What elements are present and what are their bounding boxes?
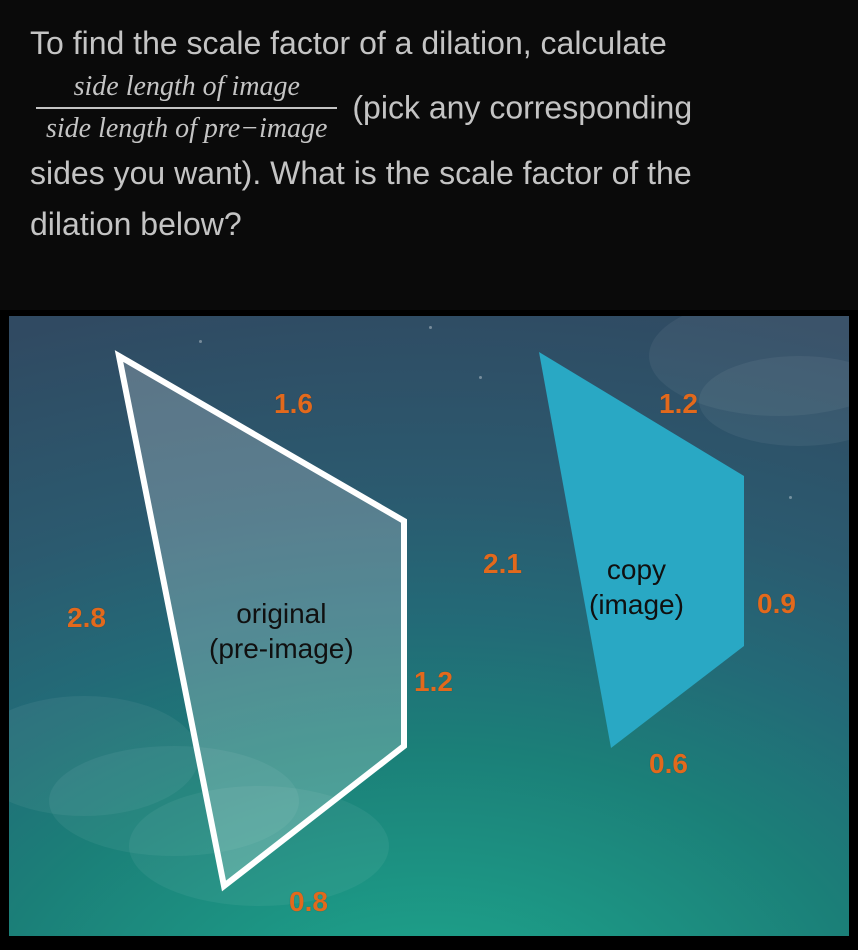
pre-side-right: 1.2: [414, 666, 453, 698]
question-part4: dilation below?: [30, 199, 828, 250]
img-side-right: 0.9: [757, 588, 796, 620]
pre-side-left: 2.8: [67, 602, 106, 634]
pre-side-top: 1.6: [274, 388, 313, 420]
img-side-bottom: 0.6: [649, 748, 688, 780]
fraction-numerator: side length of image: [36, 69, 337, 109]
question-part3: sides you want). What is the scale facto…: [30, 148, 828, 199]
img-side-left: 2.1: [483, 548, 522, 580]
scale-factor-fraction: side length of image side length of pre−…: [30, 69, 343, 147]
question-part1: To find the scale factor of a dilation, …: [30, 18, 828, 69]
image-polygon: [539, 352, 744, 748]
question-part2: (pick any corresponding: [352, 90, 692, 126]
pre-image-label: original (pre-image): [209, 596, 354, 666]
figure-container: 1.6 1.2 0.8 2.8 1.2 0.9 0.6 2.1 original…: [0, 310, 858, 950]
fraction-denominator: side length of pre−image: [36, 109, 337, 147]
pre-side-bottom: 0.8: [289, 886, 328, 918]
dilation-figure: 1.6 1.2 0.8 2.8 1.2 0.9 0.6 2.1 original…: [9, 316, 849, 936]
pre-image-label-line1: original: [236, 598, 326, 629]
image-label: copy (image): [589, 552, 684, 622]
image-label-line2: (image): [589, 589, 684, 620]
shapes-svg: [9, 316, 849, 936]
page-root: To find the scale factor of a dilation, …: [0, 0, 858, 950]
img-side-top: 1.2: [659, 388, 698, 420]
image-label-line1: copy: [607, 554, 666, 585]
question-text: To find the scale factor of a dilation, …: [0, 0, 858, 260]
pre-image-label-line2: (pre-image): [209, 633, 354, 664]
